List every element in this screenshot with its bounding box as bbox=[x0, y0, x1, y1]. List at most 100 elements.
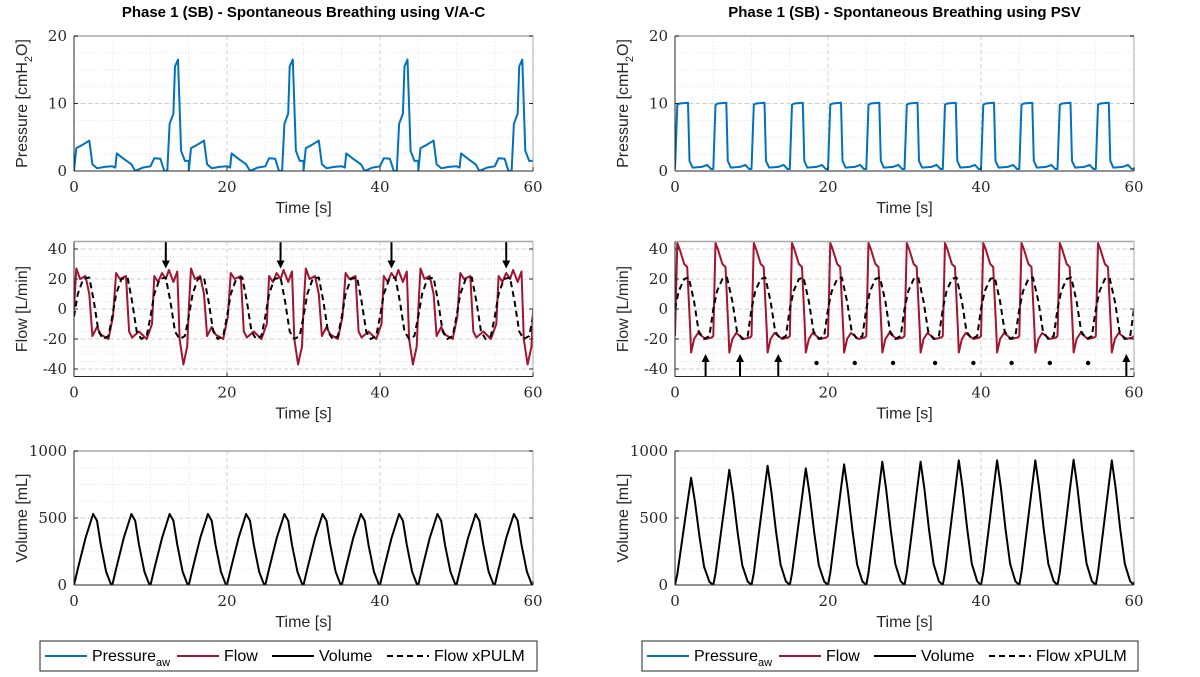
y-label-end: O] bbox=[14, 39, 31, 56]
x-tick-label: 40 bbox=[370, 178, 389, 196]
x-tick-label: 20 bbox=[818, 178, 837, 196]
x-tick-label: 40 bbox=[370, 592, 389, 610]
y-axis-label: Pressure [cmH2O] bbox=[615, 39, 636, 168]
legend-label: Pressureaw bbox=[694, 648, 772, 669]
arrow-head bbox=[701, 354, 710, 362]
x-tick-label: 20 bbox=[217, 384, 236, 402]
arrow-head bbox=[387, 260, 396, 269]
chart-panel-psv-pressure: 0 20 40 60 0 10 20 Time [s] Pressure [cmH2O] Phas… bbox=[615, 4, 1144, 217]
legend-label: Flow bbox=[826, 648, 860, 665]
legend-label-text: Volume bbox=[319, 648, 372, 665]
legend-vac: Pressureaw Flow Volume Flow xPULM bbox=[39, 640, 538, 672]
x-tick-label: 40 bbox=[971, 384, 990, 402]
y-tick-label: -20 bbox=[644, 330, 668, 348]
legend-label: Pressureaw bbox=[92, 648, 170, 669]
legend-label-text: Flow xPULM bbox=[1036, 648, 1127, 665]
x-tick-label: 0 bbox=[670, 592, 680, 610]
y-tick-label: 20 bbox=[48, 27, 67, 45]
arrow-head bbox=[736, 354, 745, 362]
y-label-main: Flow [L/min] bbox=[14, 266, 31, 352]
y-label-main: Pressure [cmH bbox=[615, 62, 632, 168]
x-tick-label: 60 bbox=[523, 178, 542, 196]
y-tick-label: 0 bbox=[658, 162, 668, 180]
legend-item-pressure: Pressureaw bbox=[647, 648, 772, 669]
y-label-main: Flow [L/min] bbox=[615, 266, 632, 352]
legend-item-volume: Volume bbox=[874, 648, 974, 665]
y-tick-label: -40 bbox=[644, 360, 668, 378]
x-tick-label: 0 bbox=[69, 178, 79, 196]
y-tick-label: 10 bbox=[48, 95, 67, 113]
y-tick-label: -40 bbox=[43, 360, 67, 378]
legend-item-flow-xpulm: Flow xPULM bbox=[387, 648, 525, 665]
y-tick-label: 0 bbox=[57, 162, 67, 180]
series-pressure-aw-line bbox=[74, 58, 533, 171]
x-axis-label: Time [s] bbox=[876, 614, 932, 631]
x-tick-label: 60 bbox=[1124, 178, 1143, 196]
y-tick-label: 10 bbox=[649, 95, 668, 113]
y-label-subscript: 2 bbox=[23, 56, 35, 62]
legend-label-text: Volume bbox=[921, 648, 974, 665]
marker-dot bbox=[971, 360, 976, 366]
series-flow-xpulm-line bbox=[675, 276, 1134, 340]
y-label-main: Pressure [cmH bbox=[14, 62, 31, 168]
arrow-head bbox=[161, 260, 170, 269]
series-flow-line bbox=[675, 242, 1134, 354]
legend-item-flow-xpulm: Flow xPULM bbox=[989, 648, 1127, 665]
legend-label-text: Pressure bbox=[694, 648, 758, 665]
legend-label-subscript: aw bbox=[758, 657, 772, 669]
y-axis-label: Volume [mL] bbox=[14, 474, 31, 563]
x-tick-label: 60 bbox=[523, 592, 542, 610]
marker-dot bbox=[852, 360, 857, 366]
legend-label-text: Pressure bbox=[92, 648, 156, 665]
y-tick-label: 40 bbox=[48, 240, 67, 258]
arrow-head bbox=[502, 260, 511, 269]
x-tick-label: 0 bbox=[670, 384, 680, 402]
y-tick-label: 500 bbox=[639, 509, 668, 527]
x-tick-label: 40 bbox=[370, 384, 389, 402]
y-tick-label: 20 bbox=[48, 270, 67, 288]
x-tick-label: 60 bbox=[523, 384, 542, 402]
x-tick-label: 0 bbox=[69, 592, 79, 610]
x-axis-label: Time [s] bbox=[275, 200, 331, 217]
legend-item-flow: Flow bbox=[779, 648, 860, 665]
x-axis-label: Time [s] bbox=[275, 406, 331, 423]
marker-dot bbox=[1085, 360, 1091, 366]
y-tick-label: 20 bbox=[649, 270, 668, 288]
legend-label: Volume bbox=[921, 648, 974, 665]
x-tick-label: 0 bbox=[670, 178, 680, 196]
legend-label: Flow xPULM bbox=[1036, 648, 1127, 665]
x-tick-label: 0 bbox=[69, 384, 79, 402]
marker-dot bbox=[890, 360, 896, 366]
y-tick-label: -20 bbox=[43, 330, 67, 348]
legend-label: Volume bbox=[319, 648, 372, 665]
x-axis-label: Time [s] bbox=[876, 406, 932, 423]
x-axis-label: Time [s] bbox=[275, 614, 331, 631]
legend-label-text: Flow bbox=[224, 648, 258, 665]
legend-label-text: Flow bbox=[826, 648, 860, 665]
x-tick-label: 40 bbox=[971, 592, 990, 610]
y-axis-label: Flow [L/min] bbox=[615, 266, 632, 352]
series-pressure-aw-line bbox=[675, 101, 1134, 170]
marker-dot bbox=[814, 360, 819, 366]
y-tick-label: 20 bbox=[649, 27, 668, 45]
chart-title: Phase 1 (SB) - Spontaneous Breathing usi… bbox=[728, 4, 1081, 21]
chart-panel-vac-pressure: 0 20 40 60 0 10 20 Time [s] Pressure [cmH2O] Phas… bbox=[14, 4, 543, 217]
y-tick-label: 1000 bbox=[630, 442, 668, 460]
legend-item-flow: Flow bbox=[177, 648, 258, 665]
x-tick-label: 20 bbox=[217, 592, 236, 610]
legend-item-pressure: Pressureaw bbox=[45, 648, 170, 669]
arrow-head bbox=[276, 260, 285, 269]
y-tick-label: 40 bbox=[649, 240, 668, 258]
y-tick-label: 0 bbox=[57, 576, 67, 594]
y-label-main: Volume [mL] bbox=[615, 474, 632, 563]
y-tick-label: 0 bbox=[658, 576, 668, 594]
chart-panel-vac-flow: 0 20 40 60 -40 -20 0 20 40 Time [s] Flow [L/min] bbox=[14, 240, 543, 423]
legend-item-volume: Volume bbox=[272, 648, 372, 665]
y-label-subscript: 2 bbox=[624, 56, 636, 62]
x-tick-label: 60 bbox=[1124, 592, 1143, 610]
x-tick-label: 20 bbox=[818, 592, 837, 610]
marker-dot bbox=[932, 360, 938, 366]
y-label-main: Volume [mL] bbox=[14, 474, 31, 563]
chart-title: Phase 1 (SB) - Spontaneous Breathing usi… bbox=[122, 4, 486, 21]
